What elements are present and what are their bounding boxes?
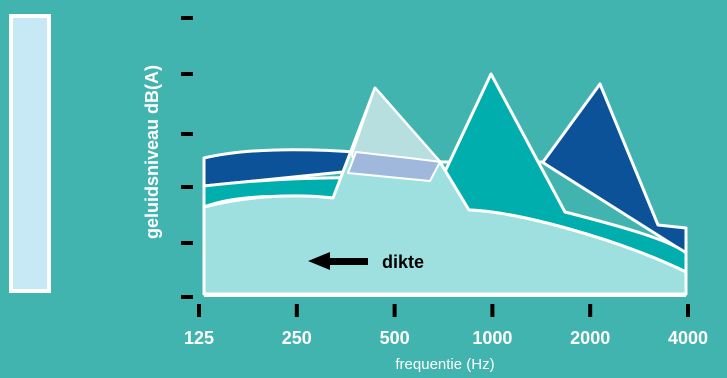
series-front-area <box>202 86 688 296</box>
x-tick-label: 2000 <box>570 328 610 348</box>
x-tick-mark <box>392 304 397 317</box>
y-ticks <box>181 16 193 299</box>
x-tick-label: 125 <box>184 328 214 348</box>
left-arrow-icon <box>308 252 368 270</box>
y-tick-mark <box>181 132 193 136</box>
legend-color-box <box>9 14 51 293</box>
x-tick-mark <box>197 304 201 317</box>
x-tick-label: 500 <box>380 328 410 348</box>
x-tick-label: 4000 <box>668 328 708 348</box>
x-tick-mark <box>686 304 690 317</box>
y-tick-mark <box>181 295 193 299</box>
overlap-blue-region <box>347 151 441 182</box>
x-axis-line <box>204 294 686 297</box>
y-axis-label: geluidsniveau dB(A) <box>142 65 162 239</box>
x-tick-mark <box>490 304 495 317</box>
y-tick-mark <box>181 241 193 245</box>
annotation-label: dikte <box>382 252 424 272</box>
x-tick-mark <box>588 304 593 317</box>
x-tick-label: 250 <box>282 328 312 348</box>
x-ticks: 125 250 500 1000 2000 4000 <box>184 304 708 348</box>
dikte-annotation: dikte <box>308 252 424 272</box>
y-tick-mark <box>181 72 193 76</box>
y-tick-mark <box>181 16 193 20</box>
x-tick-label: 1000 <box>472 328 512 348</box>
x-tick-mark <box>294 304 299 317</box>
y-tick-mark <box>181 185 193 189</box>
x-axis-label: frequentie (Hz) <box>395 356 494 373</box>
